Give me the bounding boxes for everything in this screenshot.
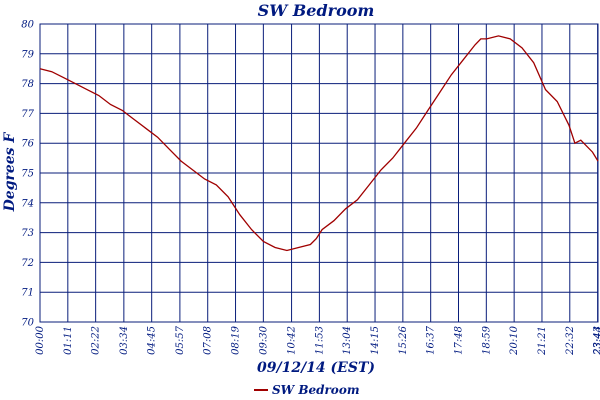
- x-tick-label: 03:34: [119, 326, 130, 355]
- x-tick-label: 01:11: [63, 326, 74, 355]
- y-axis-label: Degrees F: [2, 132, 18, 213]
- x-tick-label: 09:30: [258, 325, 269, 354]
- y-tick-label: 79: [21, 49, 34, 60]
- chart-title: SW Bedroom: [258, 1, 375, 20]
- x-tick-label: 23:43: [593, 326, 600, 356]
- series-line-sw-bedroom: [39, 35, 599, 252]
- y-tick-label: 77: [21, 109, 34, 120]
- x-axis-ticks: 00:00 01:11 02:22 03:34 04:45 05:57 07:08 08:19…: [35, 325, 600, 355]
- y-tick-label: 72: [21, 258, 34, 269]
- x-axis-label: 09/12/14 (EST): [257, 360, 375, 376]
- y-tick-label: 75: [21, 169, 34, 180]
- x-tick-label: 02:22: [91, 326, 102, 355]
- x-tick-label: 00:00: [35, 325, 46, 354]
- y-tick-label: 78: [21, 79, 34, 90]
- legend-label: SW Bedroom: [272, 383, 360, 397]
- x-tick-label: 13:04: [342, 326, 353, 355]
- y-axis-ticks: 70 71 72 73 74 75 76 77 78 79 80: [21, 20, 34, 329]
- y-tick-label: 76: [21, 139, 34, 150]
- y-tick-label: 80: [21, 20, 34, 31]
- x-tick-label: 11:53: [314, 326, 325, 355]
- x-tick-label: 21:21: [537, 326, 548, 356]
- x-tick-label: 10:42: [287, 326, 298, 355]
- y-tick-label: 71: [21, 288, 34, 299]
- plot-grid: [39, 23, 599, 323]
- x-tick-label: 17:48: [454, 326, 465, 355]
- x-tick-label: 23:44: [593, 326, 600, 356]
- x-tick-label: 16:37: [426, 325, 437, 354]
- legend: SW Bedroom: [254, 383, 360, 397]
- x-tick-label: 14:15: [370, 326, 381, 355]
- x-tick-label: 08:19: [231, 325, 242, 354]
- y-tick-label: 73: [21, 228, 34, 239]
- x-tick-label: 15:26: [398, 325, 409, 354]
- x-tick-label: 07:08: [203, 326, 214, 355]
- x-tick-label: 20:10: [509, 325, 520, 355]
- x-tick-label: 22:32: [565, 326, 576, 356]
- x-tick-label: 04:45: [147, 326, 158, 355]
- y-tick-label: 70: [21, 318, 34, 329]
- y-tick-label: 74: [21, 198, 34, 209]
- x-tick-label: 18:59: [481, 325, 492, 354]
- x-tick-label: 05:57: [175, 325, 186, 354]
